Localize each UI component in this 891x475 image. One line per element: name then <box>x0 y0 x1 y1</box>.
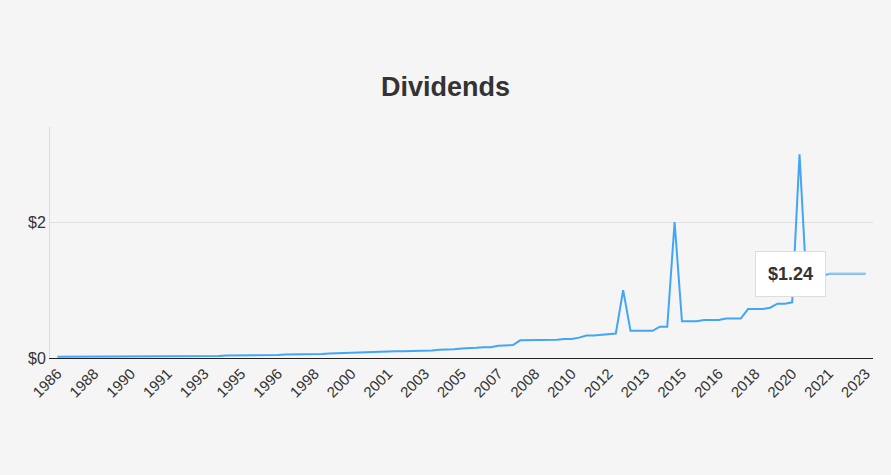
svg-text:$0: $0 <box>28 350 46 367</box>
svg-text:2013: 2013 <box>617 365 653 401</box>
svg-text:2020: 2020 <box>764 365 800 401</box>
svg-text:2010: 2010 <box>544 365 580 401</box>
svg-text:2016: 2016 <box>690 365 726 401</box>
svg-text:2001: 2001 <box>360 365 396 401</box>
svg-text:$1.24: $1.24 <box>768 264 813 284</box>
svg-text:2000: 2000 <box>323 365 359 401</box>
svg-text:1995: 1995 <box>213 365 249 401</box>
svg-text:1990: 1990 <box>103 365 139 401</box>
svg-text:2003: 2003 <box>397 365 433 401</box>
svg-text:1991: 1991 <box>139 365 175 401</box>
svg-text:1993: 1993 <box>176 365 212 401</box>
svg-text:1986: 1986 <box>29 365 65 401</box>
svg-text:2005: 2005 <box>433 365 469 401</box>
svg-text:2023: 2023 <box>837 365 873 401</box>
svg-text:2015: 2015 <box>654 365 690 401</box>
svg-text:1998: 1998 <box>286 365 322 401</box>
svg-text:1988: 1988 <box>66 365 102 401</box>
svg-text:Dividends: Dividends <box>381 72 510 102</box>
svg-text:2008: 2008 <box>507 365 543 401</box>
svg-text:2007: 2007 <box>470 365 506 401</box>
svg-text:2012: 2012 <box>580 365 616 401</box>
svg-text:2021: 2021 <box>801 365 837 401</box>
svg-text:1996: 1996 <box>250 365 286 401</box>
svg-text:2018: 2018 <box>727 365 763 401</box>
svg-text:$2: $2 <box>28 214 46 231</box>
